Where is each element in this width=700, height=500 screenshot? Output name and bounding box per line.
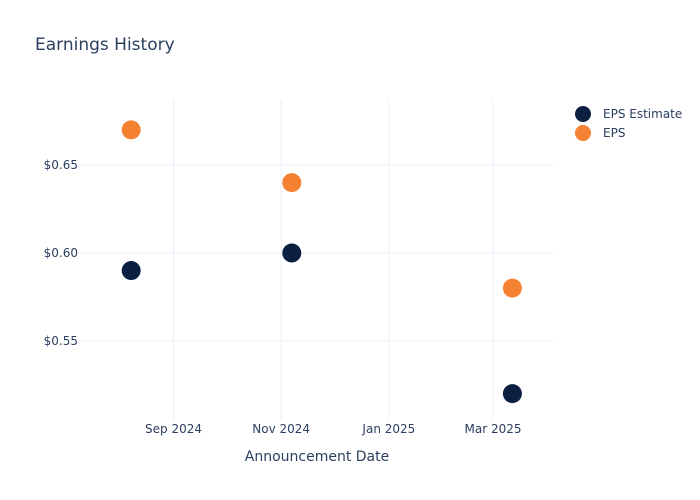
grid: [80, 100, 553, 420]
y-axis-ticks: $0.55 $0.60 $0.65: [44, 158, 78, 348]
eps-point[interactable]: [502, 278, 522, 298]
eps-estimate-point[interactable]: [502, 384, 522, 404]
legend-label-eps[interactable]: EPS: [603, 126, 625, 140]
legend-label-eps-estimate[interactable]: EPS Estimate: [603, 107, 682, 121]
x-tick-label: Sep 2024: [145, 422, 202, 436]
y-tick-label: $0.65: [44, 158, 78, 172]
eps-estimate-point[interactable]: [282, 243, 302, 263]
x-tick-label: Jan 2025: [361, 422, 415, 436]
y-tick-label: $0.60: [44, 246, 78, 260]
eps-point[interactable]: [282, 173, 302, 193]
legend: EPS Estimate EPS: [575, 106, 682, 141]
legend-marker-eps-estimate[interactable]: [575, 106, 591, 122]
data-points: [121, 120, 522, 404]
x-axis-title: Announcement Date: [245, 449, 389, 465]
x-tick-label: Mar 2025: [464, 422, 521, 436]
y-tick-label: $0.55: [44, 334, 78, 348]
x-axis-ticks: Sep 2024 Nov 2024 Jan 2025 Mar 2025: [145, 422, 521, 436]
eps-point[interactable]: [121, 120, 141, 140]
eps-estimate-point[interactable]: [121, 261, 141, 281]
x-tick-label: Nov 2024: [252, 422, 310, 436]
legend-marker-eps[interactable]: [575, 125, 591, 141]
chart-title: Earnings History: [35, 35, 175, 55]
